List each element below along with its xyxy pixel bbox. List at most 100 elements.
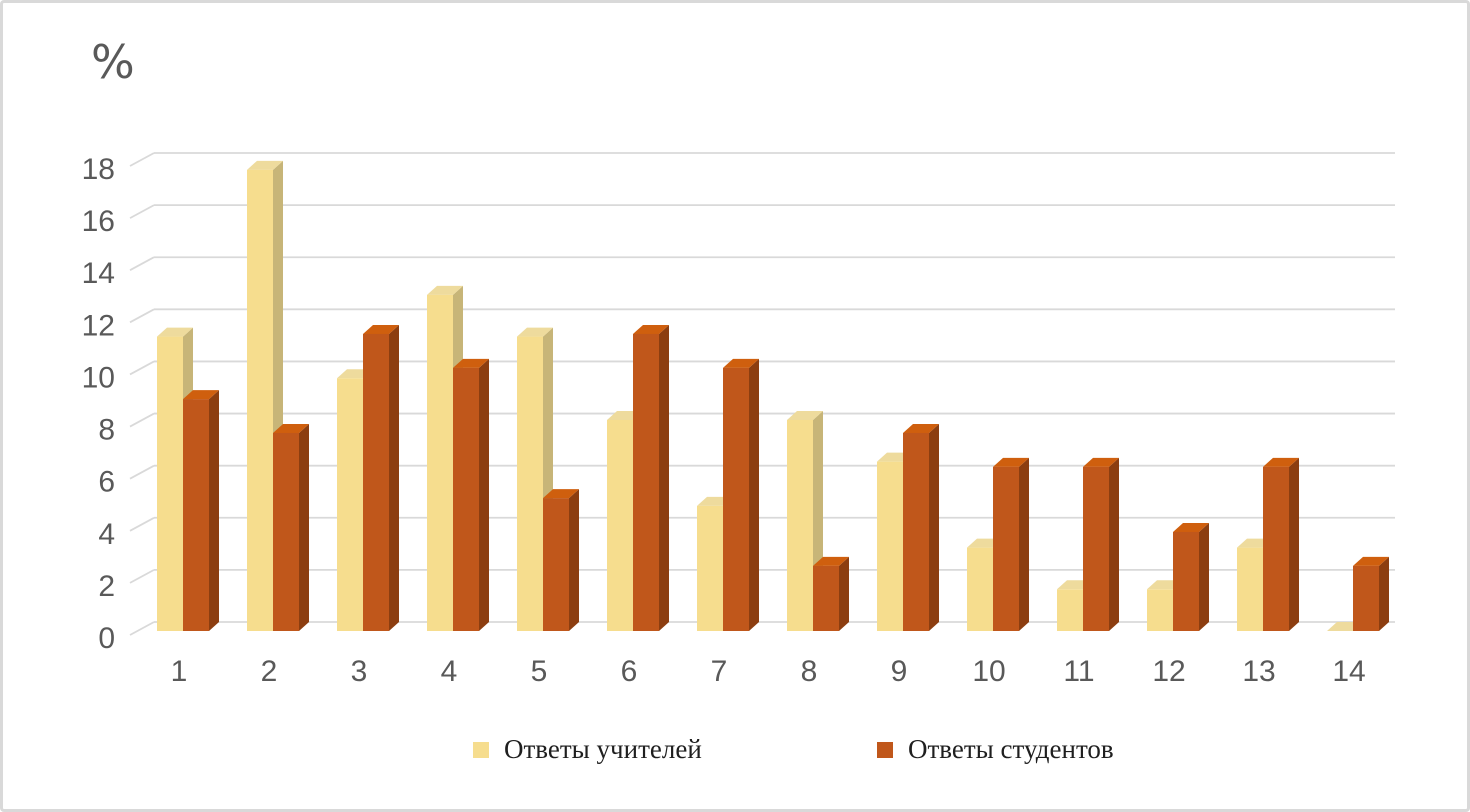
bar — [633, 333, 659, 631]
gridline-slant — [129, 569, 155, 584]
bar-side-face — [1379, 556, 1389, 631]
gridline-slant — [129, 621, 155, 636]
bar — [877, 461, 903, 631]
gridline-slant — [129, 308, 155, 324]
bar-side-face — [659, 324, 669, 631]
legend-item-students: Ответы студентов — [877, 734, 1114, 765]
bar — [813, 565, 839, 631]
x-tick-label: 6 — [621, 655, 638, 688]
x-tick-label: 11 — [1063, 655, 1094, 688]
gridline-slant — [129, 516, 155, 532]
bar-side-face — [1289, 457, 1299, 631]
bar-top-face — [903, 423, 939, 433]
bar-top-face — [453, 358, 489, 368]
x-tick-label: 13 — [1242, 655, 1275, 688]
bar-side-face — [569, 489, 579, 631]
y-tick-label: 10 — [82, 361, 115, 394]
bar-top-face — [993, 457, 1029, 467]
bar-side-face — [389, 324, 399, 631]
bar — [967, 547, 993, 631]
bar-top-face — [427, 285, 463, 295]
bar — [1263, 466, 1289, 631]
bar — [1353, 565, 1379, 631]
bar — [273, 432, 299, 631]
x-tick-label: 12 — [1152, 655, 1185, 688]
bar — [993, 466, 1019, 631]
gridline-slant — [129, 360, 155, 376]
bar-side-face — [1019, 457, 1029, 631]
x-tick-label: 10 — [972, 655, 1005, 688]
legend-swatch-students — [877, 741, 893, 758]
bar — [363, 333, 389, 631]
bar-top-face — [1353, 556, 1389, 566]
bar — [1057, 589, 1083, 631]
bar-side-face — [479, 358, 489, 631]
bar-side-face — [749, 358, 759, 631]
bar — [697, 505, 723, 631]
y-tick-label: 14 — [82, 257, 115, 290]
y-tick-label: 12 — [82, 309, 115, 342]
x-tick-label: 4 — [441, 655, 458, 688]
bar-top-face — [1173, 522, 1209, 532]
bar-side-face — [1109, 457, 1119, 631]
bar-top-face — [1263, 457, 1299, 467]
bar-top-face — [813, 556, 849, 566]
bar-top-face — [157, 327, 193, 337]
gridline-slant — [129, 256, 155, 272]
bar — [903, 432, 929, 631]
bar — [1083, 466, 1109, 631]
bar-top-face — [543, 489, 579, 499]
gridline-slant — [129, 464, 155, 480]
x-tick-label: 2 — [261, 655, 278, 688]
bar-side-face — [839, 556, 849, 631]
gridline-slant — [129, 412, 155, 428]
bar — [427, 294, 453, 631]
x-tick-label: 8 — [801, 655, 818, 688]
bar-top-face — [787, 410, 823, 420]
bar — [157, 336, 183, 631]
legend-label-students: Ответы студентов — [908, 734, 1114, 764]
x-tick-label: 7 — [711, 655, 728, 688]
legend-label-teachers: Ответы учителей — [504, 734, 702, 764]
bar-side-face — [929, 423, 939, 631]
y-tick-label: 0 — [98, 622, 115, 655]
bar-side-face — [1199, 522, 1209, 631]
bar — [453, 367, 479, 631]
y-tick-label: 6 — [98, 466, 115, 499]
bar-top-face — [247, 160, 283, 170]
x-tick-label: 9 — [891, 655, 908, 688]
bar — [337, 378, 363, 631]
y-tick-label: 8 — [98, 414, 115, 447]
bar-side-face — [299, 423, 309, 631]
bar — [1147, 589, 1173, 631]
bar — [1173, 531, 1199, 631]
legend-swatch-teachers — [473, 741, 489, 758]
bar-side-face — [209, 390, 219, 631]
x-tick-label: 1 — [171, 655, 188, 688]
bar-top-face — [517, 327, 553, 337]
bar — [183, 399, 209, 631]
x-tick-label: 5 — [531, 655, 548, 688]
bar — [723, 367, 749, 631]
x-tick-label: 3 — [351, 655, 368, 688]
x-tick-label: 14 — [1332, 655, 1365, 688]
y-tick-label: 16 — [82, 205, 115, 238]
bar — [607, 419, 633, 631]
y-tick-label: 4 — [98, 518, 115, 551]
bar — [1237, 547, 1263, 631]
bar — [543, 498, 569, 631]
bar-top-face — [633, 324, 669, 334]
y-axis-unit-label: % — [91, 35, 135, 89]
bar — [787, 419, 813, 631]
bar-top-face — [183, 390, 219, 400]
y-tick-label: 18 — [82, 153, 115, 186]
bar — [247, 169, 273, 632]
bar-top-face — [363, 324, 399, 334]
gridline-slant — [129, 204, 155, 219]
legend-item-teachers: Ответы учителей — [473, 734, 702, 765]
bar-top-face — [723, 358, 759, 368]
bar-top-face — [1083, 457, 1119, 467]
bar-top-face — [273, 423, 309, 433]
